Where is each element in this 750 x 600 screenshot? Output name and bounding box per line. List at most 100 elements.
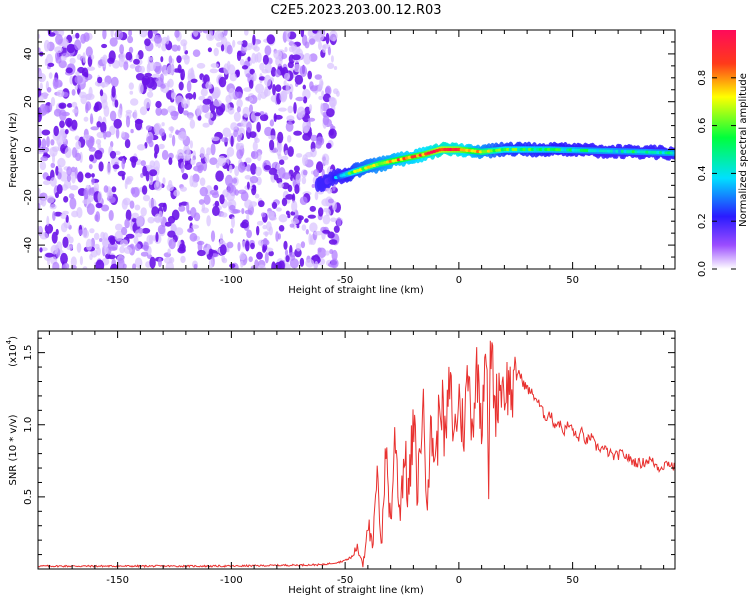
- noise-blob: [131, 212, 139, 219]
- noise-blob: [249, 175, 259, 184]
- noise-blob: [109, 110, 117, 122]
- noise-blob: [264, 252, 269, 264]
- noise-blob: [330, 258, 339, 269]
- noise-blob: [180, 70, 184, 81]
- noise-blob: [125, 209, 132, 221]
- noise-blob: [275, 207, 282, 212]
- noise-blob: [232, 177, 238, 184]
- noise-blob: [171, 209, 180, 221]
- noise-blob: [162, 177, 166, 185]
- noise-blob: [174, 30, 180, 38]
- noise-blob: [42, 91, 48, 100]
- noise-blob: [38, 70, 43, 83]
- noise-blob: [38, 127, 42, 139]
- noise-blob: [262, 246, 267, 253]
- noise-blob: [201, 207, 210, 214]
- noise-blob: [136, 216, 144, 227]
- noise-blob: [93, 182, 100, 193]
- noise-blob: [134, 204, 141, 211]
- noise-blob: [133, 109, 138, 121]
- noise-blob: [287, 146, 294, 157]
- noise-blob: [256, 251, 263, 260]
- noise-blob: [191, 224, 200, 229]
- noise-blob: [179, 243, 186, 252]
- trace-core: [634, 150, 639, 154]
- spectrogram-xtick-label: -100: [220, 275, 243, 286]
- noise-blob: [271, 201, 278, 209]
- noise-blob: [38, 203, 41, 211]
- noise-blob: [82, 229, 90, 239]
- noise-blob: [153, 34, 162, 44]
- snr-ylabel: SNR (10 * v/v): [8, 414, 19, 485]
- spectrogram-ticks: -150 -100 -50 0 50 -40 -20 0 20 40: [23, 29, 675, 286]
- spectrogram-plot-area: [38, 30, 675, 269]
- noise-blob: [94, 214, 99, 222]
- noise-blob: [136, 144, 146, 151]
- noise-blob: [234, 189, 239, 196]
- noise-blob: [89, 113, 94, 125]
- noise-blob: [110, 263, 119, 269]
- noise-blob: [56, 184, 63, 195]
- noise-blob: [100, 81, 109, 88]
- noise-blob: [307, 214, 316, 219]
- noise-blob: [105, 131, 112, 138]
- noise-blob: [125, 51, 133, 61]
- noise-blob: [246, 213, 250, 222]
- noise-blob: [266, 221, 272, 232]
- noise-blob: [38, 33, 41, 39]
- noise-blob: [191, 181, 198, 188]
- noise-blob: [78, 229, 84, 236]
- noise-blob: [144, 72, 152, 77]
- noise-blob: [220, 212, 228, 218]
- noise-blob: [229, 204, 236, 211]
- noise-blob: [119, 245, 125, 254]
- spectrogram-xtick-label: 50: [566, 275, 579, 286]
- noise-blob: [96, 131, 105, 139]
- noise-blob: [124, 138, 131, 149]
- noise-blob: [269, 139, 275, 151]
- noise-blob: [163, 69, 169, 76]
- noise-blob: [287, 184, 293, 192]
- noise-blob: [89, 136, 95, 144]
- noise-blob: [143, 241, 149, 252]
- noise-blob: [254, 259, 259, 269]
- noise-blob: [175, 129, 180, 135]
- noise-blob: [262, 237, 268, 246]
- noise-blob: [239, 59, 245, 66]
- noise-blob: [329, 97, 337, 107]
- noise-blob: [46, 53, 53, 66]
- snr-frame: [37, 330, 676, 570]
- noise-blob: [318, 207, 324, 217]
- noise-blob: [290, 44, 298, 51]
- noise-blob: [285, 30, 291, 39]
- noise-blob: [302, 133, 311, 141]
- noise-blob: [325, 85, 332, 96]
- noise-blob: [244, 175, 252, 180]
- noise-blob: [189, 140, 193, 149]
- noise-blob: [293, 102, 297, 114]
- noise-blob: [247, 43, 253, 48]
- noise-blob: [72, 108, 78, 114]
- trace-core: [579, 148, 584, 152]
- noise-blob: [83, 187, 89, 200]
- noise-blob: [220, 44, 225, 52]
- noise-blob: [271, 261, 276, 269]
- noise-field: [38, 30, 344, 269]
- noise-blob: [202, 98, 212, 105]
- noise-blob: [160, 83, 166, 89]
- noise-blob: [138, 227, 144, 234]
- noise-blob: [75, 140, 82, 150]
- noise-blob: [315, 136, 325, 146]
- noise-blob: [130, 98, 139, 106]
- noise-blob: [48, 32, 56, 37]
- noise-blob: [199, 147, 205, 159]
- noise-blob: [70, 256, 77, 268]
- noise-blob: [196, 240, 205, 246]
- noise-blob: [52, 211, 56, 221]
- noise-blob: [147, 216, 155, 224]
- noise-blob: [311, 184, 316, 188]
- noise-blob: [155, 175, 160, 188]
- noise-blob: [295, 173, 302, 184]
- noise-blob: [69, 197, 77, 210]
- noise-blob: [262, 224, 268, 230]
